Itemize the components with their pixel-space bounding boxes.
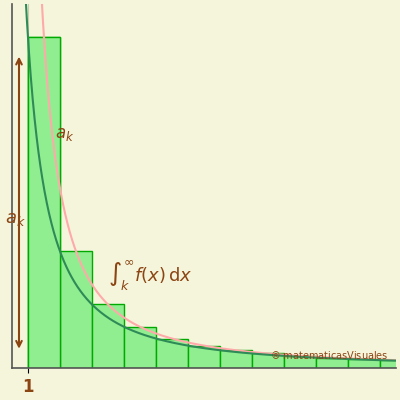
Bar — [28, 52, 29, 368]
Bar — [43, 184, 44, 368]
Bar — [34, 120, 35, 368]
Bar — [220, 350, 252, 368]
Bar — [52, 229, 53, 368]
Text: $\int_k^{\infty} f(x)\,\mathrm{d}x$: $\int_k^{\infty} f(x)\,\mathrm{d}x$ — [108, 258, 192, 293]
Bar — [50, 222, 52, 368]
Bar — [33, 110, 34, 368]
Bar — [28, 37, 60, 368]
Bar — [188, 346, 220, 368]
Bar — [47, 205, 48, 368]
Bar — [44, 190, 45, 368]
Bar — [348, 359, 380, 368]
Bar — [53, 232, 54, 368]
Bar — [54, 236, 55, 368]
Bar — [35, 128, 36, 368]
Bar — [48, 214, 50, 368]
Bar — [55, 239, 56, 368]
Bar — [124, 327, 156, 368]
Bar — [38, 152, 39, 368]
Bar — [46, 200, 47, 368]
Bar — [32, 100, 33, 368]
Bar — [30, 77, 31, 368]
Bar — [39, 160, 40, 368]
Bar — [28, 37, 60, 368]
Text: $\circledR$ matematicasVisuales: $\circledR$ matematicasVisuales — [270, 349, 388, 361]
Bar — [41, 172, 42, 368]
Bar — [156, 338, 188, 368]
Bar — [42, 179, 43, 368]
Bar — [284, 356, 316, 368]
Bar — [380, 360, 400, 368]
Bar — [252, 354, 284, 368]
Bar — [36, 137, 37, 368]
Text: $a_k$: $a_k$ — [5, 210, 26, 228]
Bar — [60, 251, 92, 368]
Bar — [29, 65, 30, 368]
Text: $a_k$: $a_k$ — [55, 125, 74, 143]
Bar — [45, 195, 46, 368]
Bar — [37, 145, 38, 368]
Bar — [92, 304, 124, 368]
Bar — [40, 166, 41, 368]
Bar — [316, 358, 348, 368]
Bar — [31, 89, 32, 368]
